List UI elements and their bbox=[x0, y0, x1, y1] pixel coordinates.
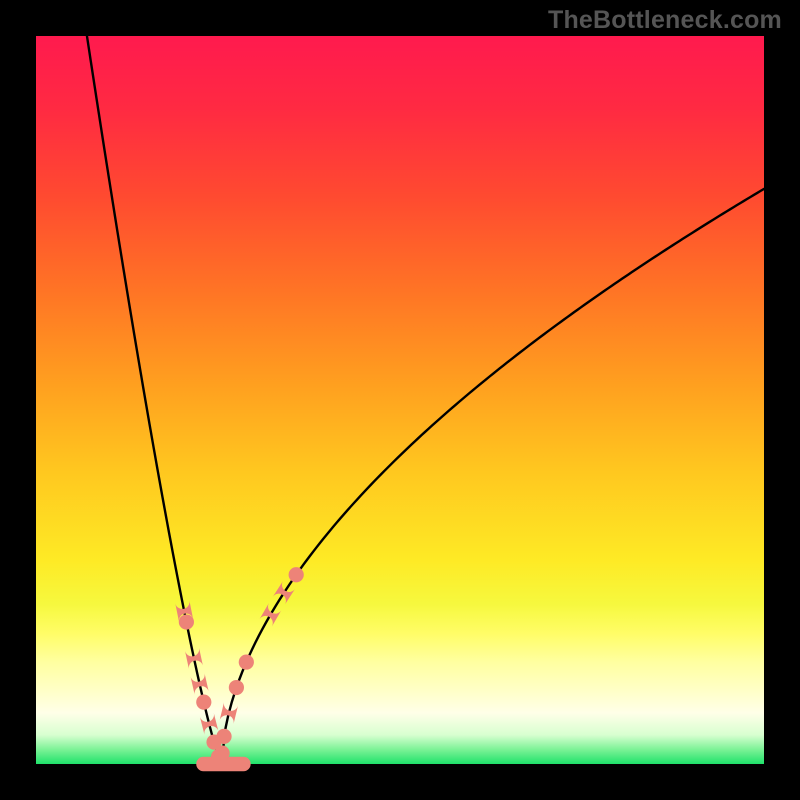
marker-dot bbox=[239, 654, 254, 669]
marker-dot bbox=[216, 729, 231, 744]
bottleneck-chart bbox=[0, 0, 800, 800]
marker-dot bbox=[215, 745, 230, 760]
marker-dot bbox=[229, 680, 244, 695]
chart-frame: TheBottleneck.com bbox=[0, 0, 800, 800]
marker-dot bbox=[179, 614, 194, 629]
watermark-text: TheBottleneck.com bbox=[548, 6, 782, 35]
marker-dot bbox=[196, 695, 211, 710]
marker-dot bbox=[289, 567, 304, 582]
